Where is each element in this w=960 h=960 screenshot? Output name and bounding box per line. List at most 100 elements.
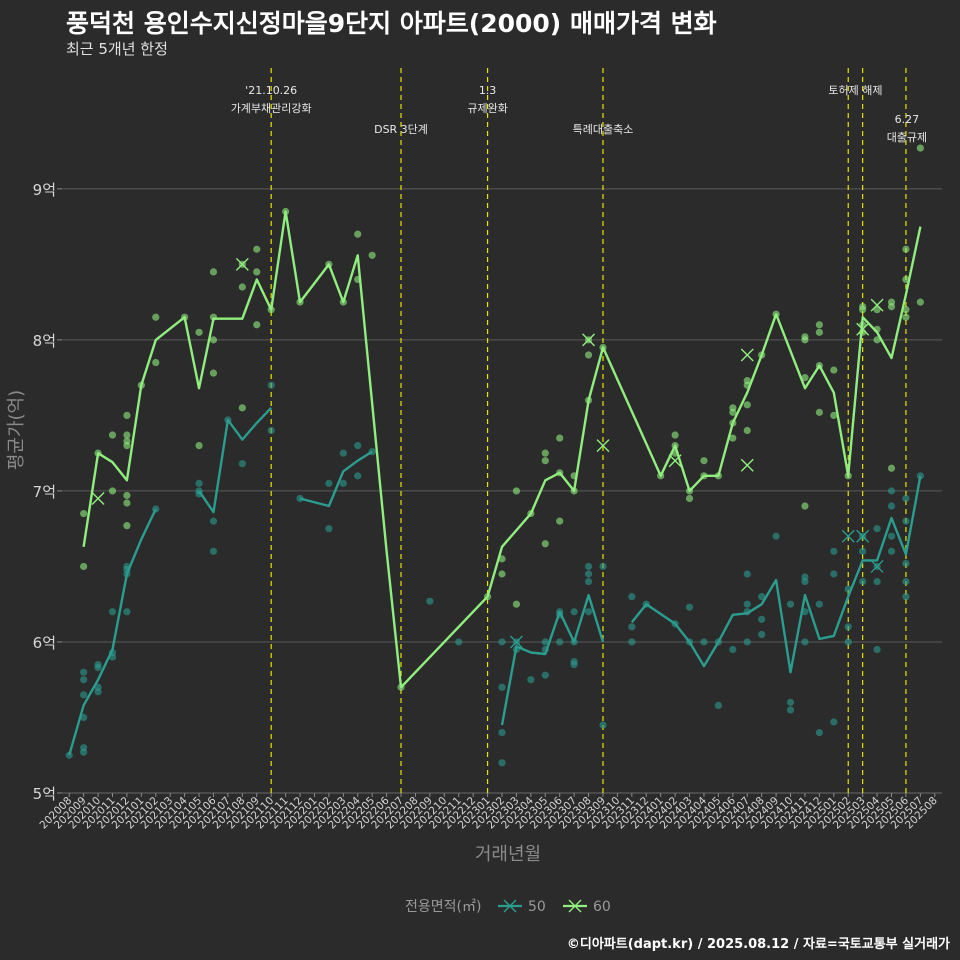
point-50 xyxy=(498,728,506,737)
point-50 xyxy=(758,593,766,601)
cross-stroke xyxy=(870,559,884,573)
y-axis-title: 평균가(억) xyxy=(6,390,27,470)
legend-label-60: 60 xyxy=(593,899,611,915)
policy-lines xyxy=(270,68,907,793)
point-60 xyxy=(195,328,203,336)
point-50 xyxy=(830,718,838,726)
point-50 xyxy=(801,638,809,646)
point-50 xyxy=(584,577,593,586)
point-60 xyxy=(368,251,376,259)
point-60 xyxy=(209,268,218,276)
point-60 xyxy=(815,321,823,329)
cancelled-mark-60 xyxy=(740,458,754,472)
point-50 xyxy=(80,748,88,756)
point-50 xyxy=(65,751,73,759)
point-50 xyxy=(584,570,593,578)
point-50 xyxy=(80,691,88,699)
point-50 xyxy=(815,600,823,608)
point-50 xyxy=(527,676,535,684)
point-50 xyxy=(772,532,780,540)
point-50 xyxy=(902,517,910,525)
point-50 xyxy=(267,381,275,389)
point-50 xyxy=(238,460,246,468)
point-50 xyxy=(887,487,896,495)
point-60 xyxy=(859,303,867,311)
point-50 xyxy=(94,661,102,669)
legend-cross xyxy=(503,899,517,913)
point-50 xyxy=(498,683,506,691)
point-50 xyxy=(844,638,852,646)
point-60 xyxy=(815,328,823,336)
legend-label-50: 50 xyxy=(528,899,546,915)
cross-stroke xyxy=(740,348,754,362)
point-50 xyxy=(541,671,549,679)
cancelled-mark-60 xyxy=(668,454,682,468)
point-50 xyxy=(195,479,203,487)
point-50 xyxy=(743,638,751,646)
point-50 xyxy=(758,630,766,639)
x-axis-title: 거래년월 xyxy=(475,844,541,865)
point-60 xyxy=(253,321,261,329)
point-60 xyxy=(801,374,809,382)
point-50 xyxy=(700,638,708,646)
cross-stroke xyxy=(582,333,596,347)
point-50 xyxy=(209,547,218,555)
point-60 xyxy=(498,570,506,578)
annotation-text: 규제완화 xyxy=(467,102,507,115)
point-60 xyxy=(80,562,88,571)
y-tick-label: 7억 xyxy=(33,483,56,501)
point-50 xyxy=(801,573,809,581)
point-60 xyxy=(887,298,896,306)
point-60 xyxy=(108,431,117,439)
point-60 xyxy=(195,442,203,450)
point-60 xyxy=(801,502,809,510)
annotation-text: 1.3 xyxy=(479,84,497,97)
point-60 xyxy=(873,336,881,344)
point-50 xyxy=(570,657,578,666)
series-line-60 xyxy=(82,210,922,689)
grid-lines xyxy=(57,188,942,797)
cross-stroke xyxy=(856,529,870,543)
chart-subtitle: 최근 5개년 한정 xyxy=(66,40,168,58)
cancelled-mark-60 xyxy=(235,257,249,271)
point-60 xyxy=(902,245,910,253)
point-60 xyxy=(108,487,117,495)
point-50 xyxy=(80,668,88,676)
point-60 xyxy=(830,411,838,419)
point-50 xyxy=(887,502,896,510)
point-50 xyxy=(354,442,362,450)
series-line-50 xyxy=(198,406,273,514)
x-axis-ticks: 2020082020092020102020112020122021012021… xyxy=(37,794,939,831)
cross-stroke xyxy=(509,635,523,649)
point-60 xyxy=(238,283,246,291)
point-60 xyxy=(152,358,160,367)
point-60 xyxy=(902,313,910,321)
annotation-text: '21.10.26 xyxy=(245,84,297,97)
series-line-50 xyxy=(68,508,157,756)
point-60 xyxy=(123,522,131,530)
cancelled-mark-60 xyxy=(596,439,610,453)
point-60 xyxy=(916,144,924,152)
point-50 xyxy=(902,593,910,601)
point-50 xyxy=(902,577,910,586)
point-60 xyxy=(209,336,218,344)
point-60 xyxy=(209,369,218,377)
point-50 xyxy=(859,577,867,586)
point-50 xyxy=(729,645,737,654)
point-60 xyxy=(830,366,838,374)
point-50 xyxy=(830,547,838,555)
point-50 xyxy=(887,532,896,540)
point-50 xyxy=(325,479,333,487)
point-50 xyxy=(830,570,838,578)
point-50 xyxy=(584,608,593,616)
cross-stroke xyxy=(870,298,884,312)
cross-stroke xyxy=(91,491,105,505)
series-line-50 xyxy=(500,593,605,726)
cross-stroke xyxy=(856,322,870,336)
point-50 xyxy=(786,706,795,714)
point-50 xyxy=(556,638,564,646)
point-60 xyxy=(253,268,261,276)
y-axis-ticks: 5억 6억 7억 8억 9억 xyxy=(33,181,56,803)
y-tick-label: 9억 xyxy=(33,181,56,199)
